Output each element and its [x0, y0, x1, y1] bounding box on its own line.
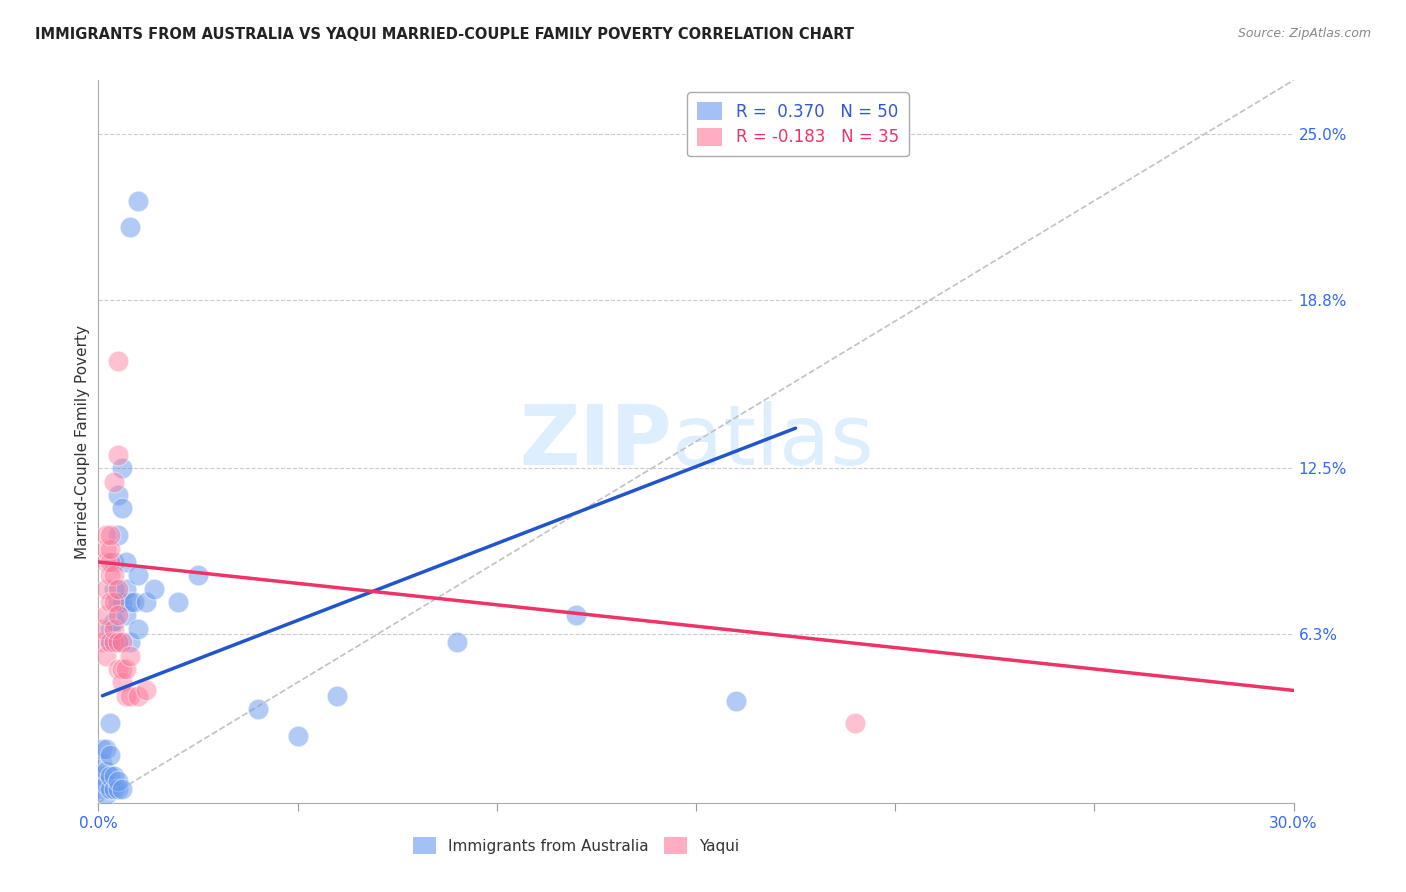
Point — [143, 582, 166, 596]
Point — [103, 475, 125, 489]
Point — [96, 764, 118, 778]
Point — [115, 662, 138, 676]
Point — [107, 635, 129, 649]
Text: Source: ZipAtlas.com: Source: ZipAtlas.com — [1237, 27, 1371, 40]
Point — [96, 608, 118, 623]
Point — [115, 555, 138, 569]
Point — [115, 689, 138, 703]
Point — [111, 675, 134, 690]
Point — [98, 528, 122, 542]
Point — [107, 662, 129, 676]
Point — [107, 774, 129, 789]
Point — [120, 689, 142, 703]
Point — [96, 777, 118, 791]
Point — [107, 488, 129, 502]
Point — [96, 788, 118, 802]
Point — [96, 582, 118, 596]
Point — [120, 635, 142, 649]
Point — [120, 595, 142, 609]
Point — [187, 568, 209, 582]
Point — [103, 582, 125, 596]
Point — [167, 595, 190, 609]
Point — [107, 354, 129, 368]
Point — [111, 595, 134, 609]
Point — [127, 622, 149, 636]
Point — [115, 608, 138, 623]
Point — [127, 194, 149, 208]
Point — [98, 541, 122, 556]
Point — [98, 769, 122, 783]
Point — [107, 582, 129, 596]
Point — [91, 756, 114, 770]
Point — [120, 220, 142, 235]
Point — [135, 683, 157, 698]
Point — [91, 742, 114, 756]
Point — [91, 622, 114, 636]
Point — [107, 635, 129, 649]
Point — [91, 635, 114, 649]
Point — [98, 635, 122, 649]
Point — [287, 729, 309, 743]
Point — [103, 614, 125, 628]
Point — [107, 782, 129, 797]
Point — [565, 608, 588, 623]
Text: ZIP: ZIP — [520, 401, 672, 482]
Point — [326, 689, 349, 703]
Point — [103, 595, 125, 609]
Point — [98, 595, 122, 609]
Text: atlas: atlas — [672, 401, 873, 482]
Point — [127, 689, 149, 703]
Point — [111, 461, 134, 475]
Point — [96, 541, 118, 556]
Point — [91, 782, 114, 797]
Point — [98, 622, 122, 636]
Point — [107, 595, 129, 609]
Point — [98, 782, 122, 797]
Point — [96, 648, 118, 663]
Point — [103, 769, 125, 783]
Point — [127, 568, 149, 582]
Point — [103, 635, 125, 649]
Point — [111, 501, 134, 516]
Point — [98, 635, 122, 649]
Point — [844, 715, 866, 730]
Text: IMMIGRANTS FROM AUSTRALIA VS YAQUI MARRIED-COUPLE FAMILY POVERTY CORRELATION CHA: IMMIGRANTS FROM AUSTRALIA VS YAQUI MARRI… — [35, 27, 855, 42]
Point — [103, 555, 125, 569]
Point — [103, 782, 125, 797]
Point — [107, 448, 129, 462]
Point — [446, 635, 468, 649]
Point — [111, 635, 134, 649]
Point — [246, 702, 269, 716]
Point — [115, 582, 138, 596]
Point — [111, 662, 134, 676]
Legend: Immigrants from Australia, Yaqui: Immigrants from Australia, Yaqui — [408, 831, 745, 860]
Point — [103, 635, 125, 649]
Point — [724, 694, 747, 708]
Point — [120, 648, 142, 663]
Point — [96, 555, 118, 569]
Point — [135, 595, 157, 609]
Point — [124, 595, 146, 609]
Point — [98, 555, 122, 569]
Point — [103, 622, 125, 636]
Point — [96, 742, 118, 756]
Point — [98, 747, 122, 762]
Point — [107, 608, 129, 623]
Point — [98, 568, 122, 582]
Point — [107, 528, 129, 542]
Point — [103, 568, 125, 582]
Point — [111, 782, 134, 797]
Point — [91, 769, 114, 783]
Point — [98, 715, 122, 730]
Y-axis label: Married-Couple Family Poverty: Married-Couple Family Poverty — [75, 325, 90, 558]
Point — [96, 528, 118, 542]
